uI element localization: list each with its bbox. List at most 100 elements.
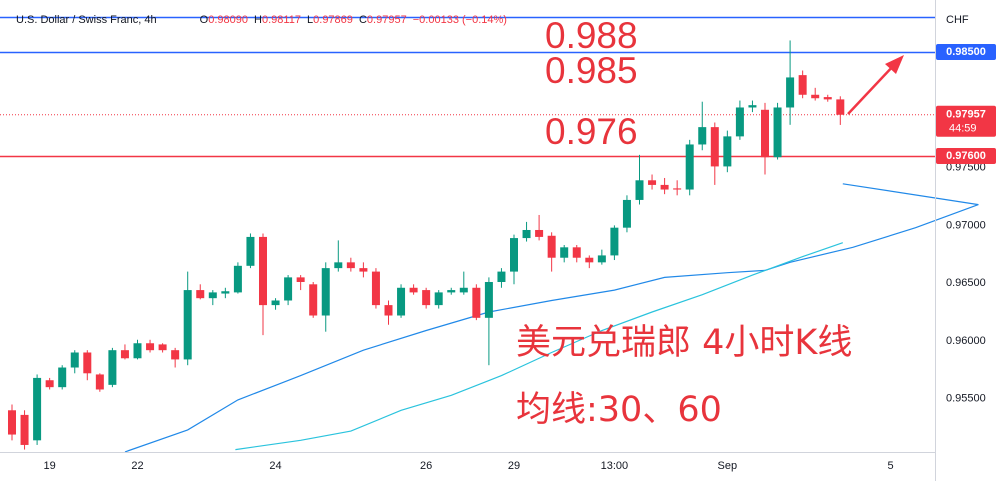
arrow-shaft (847, 63, 896, 115)
annotation: 均线:30、60 (516, 390, 722, 430)
candle-body (723, 136, 732, 167)
price-label-box (936, 148, 996, 165)
candle-body (585, 257, 594, 263)
header: U.S. Dollar / Swiss Franc, 4h O0.98090 H… (16, 14, 507, 26)
last-price-label: 0.97957 (946, 109, 986, 121)
x-tick-label: 26 (420, 460, 432, 472)
candle-body (698, 127, 707, 145)
candle-body (635, 180, 644, 200)
last-price-box (936, 105, 996, 137)
candle-body (685, 144, 694, 190)
ohlc-key: L (307, 14, 313, 26)
candle-body (811, 94, 820, 99)
candle-body (560, 247, 569, 258)
candle-body (20, 414, 29, 445)
ohlc-key: O (200, 14, 209, 26)
candle-body (346, 262, 355, 269)
candle-body (83, 352, 92, 374)
plot-area (0, 16, 979, 453)
candle-body (422, 290, 431, 306)
ohlc-value: 0.98117 (262, 14, 301, 26)
y-tick-label: 0.96500 (946, 277, 986, 289)
candle-body (158, 344, 167, 351)
candle-body (384, 305, 393, 316)
currency: CHF (946, 14, 969, 26)
candle-body (271, 300, 280, 306)
countdown: 44:59 (949, 123, 977, 135)
candle-body (259, 236, 267, 306)
x-tick-label: 5 (887, 460, 893, 472)
candle-body (710, 127, 719, 167)
candle-body (798, 75, 807, 95)
candle-body (183, 290, 192, 360)
arrow-head (885, 55, 904, 74)
y-tick-label: 0.97500 (946, 161, 986, 173)
price-label-box (936, 44, 996, 61)
ohlc-key: C (359, 14, 367, 26)
ohlc-value: 0.98090 (208, 14, 248, 26)
arrow (847, 55, 904, 115)
candle-body (484, 281, 493, 318)
candle-body (120, 350, 129, 359)
candle-body (497, 271, 506, 282)
candle-body (547, 235, 556, 258)
candle-body (58, 367, 67, 388)
candle-body (648, 180, 657, 185)
candle-body (572, 247, 581, 258)
candle-body (786, 77, 795, 108)
ohlc-value: 0.97869 (313, 14, 353, 26)
candle-body (773, 107, 782, 158)
candle-body (761, 109, 769, 158)
candle-body (748, 105, 757, 108)
candle-body (836, 99, 845, 115)
candle-body (233, 265, 242, 293)
annotation: 0.976 (545, 111, 638, 152)
candle-body (535, 229, 544, 237)
x-tick-label: 24 (269, 460, 281, 472)
candle-body (8, 410, 16, 435)
price-label: 0.98500 (946, 46, 986, 58)
candle-body (660, 184, 669, 190)
candle-body (196, 290, 205, 299)
ohlc-value: 0.97957 (367, 14, 407, 26)
y-tick-label: 0.97000 (946, 219, 986, 231)
x-tick-label: 13:00 (601, 460, 629, 472)
candle-body (208, 292, 217, 299)
x-tick-label: 29 (508, 460, 520, 472)
candle-body (597, 255, 606, 263)
candle-body (359, 268, 368, 272)
candle-body (246, 236, 255, 266)
candle-body (823, 97, 832, 100)
price-label: 0.97600 (946, 150, 986, 162)
annotation: 美元兑瑞郎 4小时K线 (516, 323, 852, 363)
candle-body (309, 284, 318, 316)
x-tick-label: 22 (131, 460, 143, 472)
candle-body (108, 350, 117, 385)
moving-average (124, 183, 979, 453)
candle-body (146, 343, 155, 351)
candle-body (397, 287, 406, 316)
candle-body (70, 352, 79, 368)
candle-body (221, 291, 230, 294)
candle-body (95, 374, 104, 390)
x-tick-label: Sep (718, 460, 738, 472)
candle-body (133, 343, 142, 359)
candle-body (610, 227, 619, 256)
change: −0.00133 (−0.14%) (413, 14, 507, 26)
ohlc-key: H (254, 14, 262, 26)
candle-body (434, 292, 443, 306)
candle-body (321, 268, 330, 316)
candle-body (409, 287, 418, 293)
y-tick-label: 0.95500 (946, 393, 986, 405)
candle-body (334, 262, 343, 269)
candle-body (510, 238, 518, 272)
candle-body (622, 199, 631, 228)
symbol: U.S. Dollar / Swiss Franc, 4h (16, 14, 157, 26)
candle-body (45, 380, 54, 388)
candle-body (735, 107, 744, 137)
candle-body (33, 377, 42, 441)
candle-body (459, 287, 468, 293)
candle-body (447, 290, 456, 293)
